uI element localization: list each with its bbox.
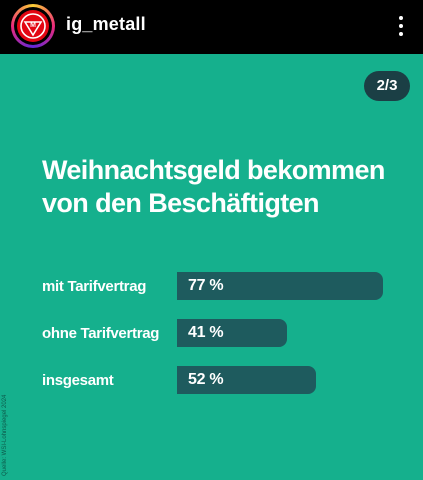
- bar: 77 %: [177, 272, 383, 300]
- bar-category-label: insgesamt: [42, 372, 114, 389]
- bar-category-label: mit Tarifvertrag: [42, 278, 147, 295]
- slide-counter-badge: 2/3: [364, 71, 410, 101]
- bar-category-label: ohne Tarifvertrag: [42, 325, 160, 342]
- username[interactable]: ig_metall: [66, 14, 146, 34]
- bar: 52 %: [177, 366, 316, 394]
- ig-metall-logo-icon: M: [17, 10, 49, 42]
- more-vertical-icon[interactable]: [392, 14, 410, 38]
- post-slide: 2/3 Weihnachtsgeld bekommen von den Besc…: [0, 54, 423, 480]
- avatar[interactable]: M: [11, 4, 55, 48]
- bar-track: 41 %: [177, 319, 383, 347]
- post-header: M ig_metall: [0, 0, 423, 54]
- bar-row: mit Tarifvertrag 77 %: [0, 272, 423, 302]
- bar-track: 52 %: [177, 366, 383, 394]
- bar-value-label: 52 %: [188, 371, 224, 388]
- bar-row: insgesamt 52 %: [0, 366, 423, 396]
- source-note: Quelle: WSI-Lohnspiegel 2024: [2, 394, 8, 476]
- bar-value-label: 77 %: [188, 277, 224, 294]
- avatar-frame: M: [14, 7, 52, 45]
- bar-track: 77 %: [177, 272, 383, 300]
- bar-row: ohne Tarifvertrag 41 %: [0, 319, 423, 349]
- svg-text:M: M: [30, 22, 36, 29]
- chart-title: Weihnachtsgeld bekommen von den Beschäft…: [42, 155, 385, 218]
- bar: 41 %: [177, 319, 287, 347]
- bar-value-label: 41 %: [188, 324, 224, 341]
